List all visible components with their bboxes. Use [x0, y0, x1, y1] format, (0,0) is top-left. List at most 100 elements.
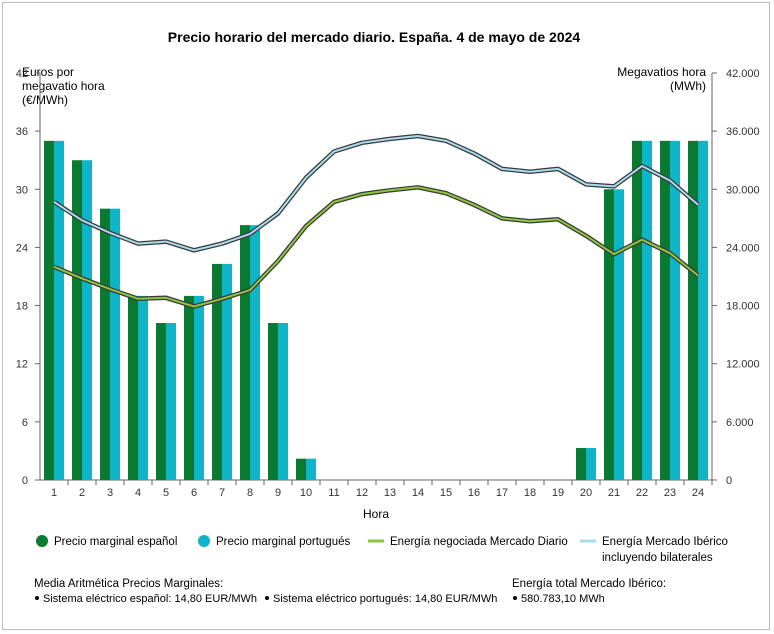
y-right-label-line1: Megavatios hora — [617, 65, 706, 79]
y-left-tick-label: 42 — [16, 68, 28, 80]
y-left-tick-label: 18 — [16, 301, 28, 313]
y-right-tick-label: 6.000 — [726, 417, 754, 429]
bar-precio-espanol — [100, 208, 110, 480]
x-tick-label: 15 — [440, 487, 452, 499]
y-right-tick-label: 24.000 — [726, 242, 760, 254]
x-tick-label: 24 — [692, 487, 704, 499]
x-tick-label: 11 — [328, 487, 339, 499]
y-left-label-line3: (€/MWh) — [22, 93, 68, 107]
bar-precio-portugues — [222, 263, 232, 480]
bullet-es — [35, 596, 39, 600]
axes-group: 0612182430364206.00012.00018.00024.00030… — [16, 68, 760, 499]
y-left-tick-label: 30 — [16, 184, 28, 196]
bar-precio-espanol — [268, 323, 278, 480]
bar-precio-portugues — [110, 208, 120, 480]
x-tick-label: 16 — [468, 487, 480, 499]
x-tick-label: 21 — [608, 487, 620, 499]
legend-label-energia-iberico-line2: incluyendo bilaterales — [602, 552, 713, 564]
x-tick-label: 4 — [135, 487, 141, 499]
x-tick-label: 22 — [636, 487, 648, 499]
line-energia-diario — [53, 186, 699, 308]
footer-media-es: Sistema eléctrico español: 14,80 EUR/MWh — [43, 593, 257, 605]
footer-media-pt: Sistema eléctrico portugués: 14,80 EUR/M… — [273, 593, 497, 605]
x-tick-label: 2 — [79, 487, 85, 499]
bar-precio-portugues — [642, 140, 652, 481]
y-left-tick-label: 36 — [16, 126, 28, 138]
bar-precio-portugues — [670, 140, 680, 481]
bar-precio-portugues — [82, 160, 92, 480]
y-right-label-line2: (MWh) — [670, 79, 706, 93]
footer: Media Aritmética Precios Marginales: Sis… — [34, 578, 666, 605]
legend-label-energia-diario: Energía negociada Mercado Diario — [390, 536, 568, 548]
bar-precio-espanol — [604, 189, 614, 481]
y-left-tick-label: 0 — [22, 475, 28, 487]
bar-precio-portugues — [166, 323, 176, 480]
bar-precio-espanol — [660, 140, 670, 481]
bar-precio-espanol — [72, 160, 82, 480]
legend-marker-pt — [198, 535, 210, 547]
bar-precio-portugues — [278, 323, 288, 480]
bar-precio-portugues — [306, 458, 316, 480]
x-tick-label: 13 — [384, 487, 396, 499]
x-tick-label: 19 — [552, 487, 564, 499]
x-tick-label: 18 — [524, 487, 536, 499]
x-tick-label: 20 — [580, 487, 592, 499]
bar-precio-espanol — [576, 448, 586, 480]
bar-precio-espanol — [632, 140, 642, 481]
legend-marker-es — [36, 535, 48, 547]
y-right-tick-label: 30.000 — [726, 184, 760, 196]
x-tick-label: 14 — [412, 487, 424, 499]
bar-precio-portugues — [586, 448, 596, 480]
bar-precio-espanol — [128, 295, 138, 480]
bar-precio-portugues — [614, 189, 624, 481]
bar-precio-espanol — [212, 263, 222, 480]
x-tick-label: 3 — [107, 487, 113, 499]
y-left-label-line2: megavatio hora — [22, 79, 105, 93]
x-tick-label: 5 — [163, 487, 169, 499]
bullet-pt — [265, 596, 269, 600]
bar-precio-portugues — [194, 295, 204, 480]
footer-energia-title: Energía total Mercado Ibérico: — [512, 578, 666, 590]
y-right-tick-label: 42.000 — [726, 68, 760, 80]
bar-precio-espanol — [156, 323, 166, 480]
bars-group — [44, 140, 708, 481]
bar-precio-espanol — [44, 140, 54, 481]
legend-label-es: Precio marginal español — [54, 536, 177, 548]
lines-group — [52, 133, 700, 309]
x-tick-label: 23 — [664, 487, 676, 499]
y-left-tick-label: 12 — [16, 359, 28, 371]
bar-precio-espanol — [688, 140, 698, 481]
legend-label-energia-iberico: Energía Mercado Ibérico — [602, 536, 728, 548]
legend-label-pt: Precio marginal portugués — [216, 536, 350, 548]
bar-precio-espanol — [184, 295, 194, 480]
x-tick-label: 8 — [247, 487, 253, 499]
y-left-tick-label: 24 — [16, 242, 28, 254]
x-tick-label: 7 — [219, 487, 225, 499]
y-left-label-line1: Euros por — [22, 65, 74, 79]
bullet-energia — [513, 596, 517, 600]
x-axis-label: Hora — [363, 507, 389, 521]
y-right-tick-label: 12.000 — [726, 359, 760, 371]
bar-precio-portugues — [698, 140, 708, 481]
bar-precio-portugues — [250, 225, 260, 480]
bar-precio-espanol — [240, 225, 250, 480]
line-energia-iberico — [53, 135, 699, 252]
x-tick-label: 10 — [300, 487, 312, 499]
chart-title: Precio horario del mercado diario. Españ… — [168, 29, 581, 45]
bar-precio-portugues — [138, 295, 148, 480]
x-tick-label: 9 — [275, 487, 281, 499]
bar-precio-espanol — [296, 458, 306, 480]
footer-energia-value: 580.783,10 MWh — [521, 593, 605, 605]
y-right-tick-label: 18.000 — [726, 301, 760, 313]
x-tick-label: 17 — [496, 487, 508, 499]
bar-precio-portugues — [54, 140, 64, 481]
y-left-tick-label: 6 — [22, 417, 28, 429]
x-tick-label: 6 — [191, 487, 197, 499]
x-tick-label: 1 — [51, 487, 57, 499]
y-right-tick-label: 0 — [726, 475, 732, 487]
footer-media-title: Media Aritmética Precios Marginales: — [34, 578, 223, 590]
x-tick-label: 12 — [356, 487, 368, 499]
y-right-tick-label: 36.000 — [726, 126, 760, 138]
